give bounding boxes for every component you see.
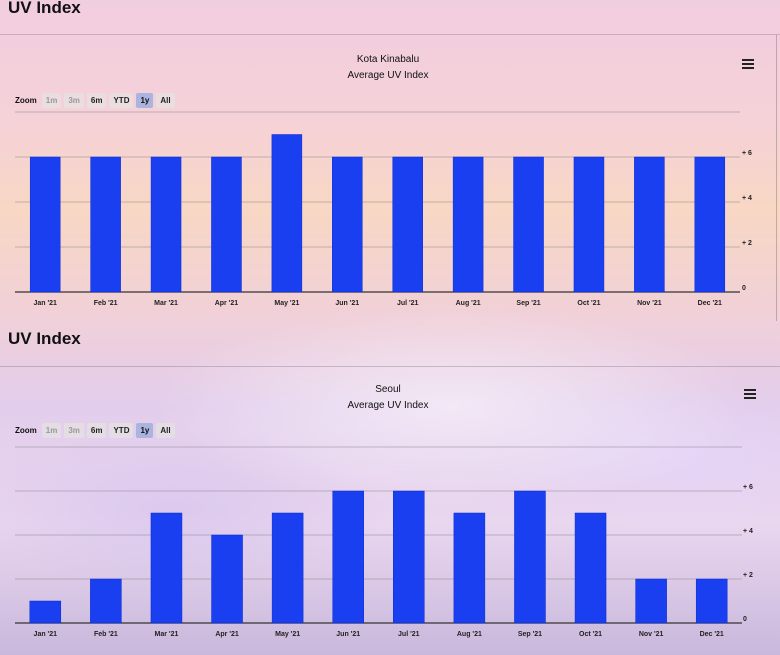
x-tick-label: Sep '21 [518,631,542,638]
chart-container: Seoul Average UV Index Zoom 1m 3m 6m YTD… [0,367,776,653]
x-tick-label: Jan '21 [33,300,57,307]
zoom-controls: Zoom 1m 3m 6m YTD 1y All [15,93,175,108]
bar-may-21 [271,134,303,293]
x-tick-label: Jun '21 [335,300,359,307]
x-tick-label: Jun '21 [336,631,360,638]
x-tick-label: Jul '21 [398,631,420,638]
zoom-3m-button[interactable]: 3m [64,93,84,108]
bar-sep-21 [514,490,546,624]
bar-oct-21 [573,156,605,293]
chart-container: Kota Kinabalu Average UV Index Zoom 1m 3… [0,35,777,321]
zoom-label: Zoom [15,426,37,435]
bar-jul-21 [392,156,423,293]
zoom-ytd-button[interactable]: YTD [109,93,134,108]
y-tick-label: 0 [742,285,746,292]
uv-panel-seoul: UV Index Seoul Average UV Index Zoom 1m … [0,325,780,655]
bar-chart-kota-kinabalu: 0 + 2 + 4 + 6 Jan '21 Feb '21 Mar '21 Apr '21 Ma… [15,111,752,307]
x-tick-label: Oct '21 [577,300,600,307]
zoom-ytd-button[interactable]: YTD [109,423,134,438]
x-tick-label: Apr '21 [215,300,239,307]
y-tick-label: + 6 [743,484,753,491]
zoom-controls: Zoom 1m 3m 6m YTD 1y All [15,423,175,438]
x-tick-label: Feb '21 [94,631,118,638]
bar-dec-21 [695,578,728,624]
bar-nov-21 [635,578,667,624]
x-tick-label: Mar '21 [155,631,179,638]
x-tick-label: Aug '21 [457,631,482,638]
bar-dec-21 [694,156,726,293]
x-tick-label: Nov '21 [637,300,662,307]
x-tick-label: Nov '21 [639,631,664,638]
bar-may-21 [271,512,304,624]
chart-title: Seoul [375,384,401,395]
zoom-1m-button[interactable]: 1m [41,423,62,438]
section-divider [0,366,780,367]
chart-subtitle: Average UV Index [347,400,429,411]
bar-jun-21 [332,156,363,293]
zoom-all-button[interactable]: All [156,93,175,108]
x-tick-label: Oct '21 [579,631,602,638]
bar-feb-21 [90,156,121,293]
bar-feb-21 [90,578,122,624]
bar-oct-21 [574,512,607,624]
x-tick-label: Aug '21 [456,300,481,307]
y-tick-label: + 2 [743,572,753,579]
section-divider [0,34,780,35]
chart-subtitle: Average UV Index [347,70,429,81]
zoom-6m-button[interactable]: 6m [86,93,107,108]
zoom-6m-button[interactable]: 6m [86,423,107,438]
x-tick-label: May '21 [275,631,300,638]
x-tick-label: Jul '21 [397,300,419,307]
x-tick-label: Jan '21 [34,631,58,638]
x-tick-label: Apr '21 [215,631,239,638]
bar-apr-21 [211,156,242,293]
y-tick-label: + 2 [742,240,752,247]
zoom-1y-button[interactable]: 1y [136,423,154,438]
bar-mar-21 [150,512,183,624]
bar-jan-21 [29,156,61,293]
hamburger-menu-icon[interactable] [742,59,754,69]
section-title: UV Index [8,0,81,17]
bar-aug-21 [452,156,484,293]
x-tick-label: Sep '21 [516,300,540,307]
y-tick-label: + 4 [743,528,753,535]
bar-jun-21 [332,490,364,624]
y-tick-label: + 6 [742,150,752,157]
zoom-label: Zoom [15,96,37,105]
x-tick-label: Dec '21 [700,631,724,638]
x-tick-label: Mar '21 [154,300,178,307]
x-tick-label: May '21 [274,300,299,307]
zoom-all-button[interactable]: All [156,423,175,438]
section-title: UV Index [8,329,81,348]
bar-aug-21 [453,512,486,624]
bar-jan-21 [29,600,62,624]
bar-apr-21 [211,534,243,624]
zoom-1m-button[interactable]: 1m [41,93,62,108]
bar-mar-21 [150,156,182,293]
y-tick-label: 0 [743,616,747,623]
x-tick-label: Dec '21 [698,300,722,307]
zoom-3m-button[interactable]: 3m [64,423,84,438]
hamburger-menu-icon[interactable] [744,389,756,399]
bar-nov-21 [634,156,665,293]
uv-panel-kota-kinabalu: UV Index Kota Kinabalu Average UV Index … [0,0,780,325]
bar-sep-21 [513,156,544,293]
bar-jul-21 [393,490,425,624]
y-tick-label: + 4 [742,195,752,202]
bar-chart-seoul: 0 + 2 + 4 + 6 Jan '21 Feb '21 Mar '21 Apr '21 Ma… [15,446,753,638]
zoom-1y-button[interactable]: 1y [136,93,154,108]
x-tick-label: Feb '21 [94,300,118,307]
chart-title: Kota Kinabalu [356,54,420,65]
